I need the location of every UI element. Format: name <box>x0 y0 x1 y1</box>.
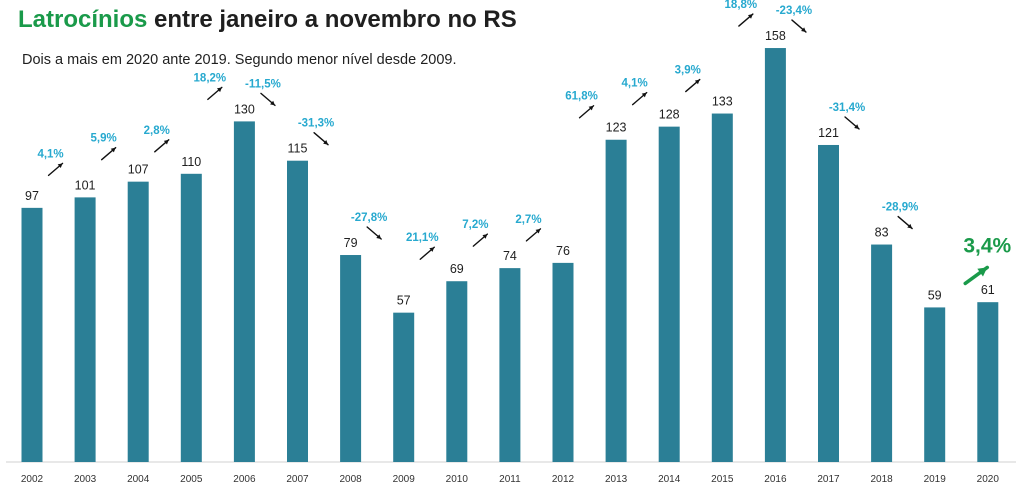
x-tick-label: 2011 <box>499 474 521 485</box>
bar <box>818 144 839 463</box>
value-label: 76 <box>556 244 570 258</box>
bar <box>977 302 999 462</box>
value-label: 158 <box>765 29 786 43</box>
value-label: 101 <box>75 178 96 192</box>
x-tick-label: 2013 <box>605 474 628 485</box>
trend-arrow-head <box>163 139 169 145</box>
bar <box>233 121 255 463</box>
trend-arrow-head <box>482 234 488 239</box>
value-label: 97 <box>25 189 39 203</box>
bar <box>499 268 521 462</box>
value-label: 121 <box>818 126 839 140</box>
x-tick-label: 2006 <box>233 474 256 485</box>
change-label: -27,8% <box>351 212 387 224</box>
x-tick-label: 2016 <box>764 474 787 485</box>
value-label: 59 <box>928 288 942 302</box>
value-label: 57 <box>397 294 411 308</box>
x-tick-label: 2004 <box>127 474 150 485</box>
bar <box>711 113 733 462</box>
change-label: -23,4% <box>776 5 812 17</box>
trend-arrow-head <box>323 140 329 145</box>
x-tick-label: 2017 <box>817 474 840 485</box>
trend-arrow-head <box>801 27 806 33</box>
change-label: 4,1% <box>37 148 63 160</box>
bar <box>446 281 468 462</box>
change-label: 7,2% <box>462 219 488 231</box>
change-label: 2,8% <box>144 125 170 137</box>
bar <box>21 207 43 462</box>
x-tick-label: 2012 <box>552 474 575 485</box>
bar <box>552 262 574 462</box>
trend-arrow-head <box>588 105 594 111</box>
title-rest: entre janeiro a novembro no RS <box>147 6 517 33</box>
bar <box>340 255 362 462</box>
value-label: 115 <box>288 142 308 156</box>
value-label: 110 <box>181 155 201 169</box>
x-tick-label: 2020 <box>977 474 1000 485</box>
trend-arrow-head <box>216 87 222 93</box>
change-label: 3,9% <box>675 65 701 77</box>
trend-arrow-head <box>535 228 541 234</box>
x-tick-label: 2007 <box>286 474 309 485</box>
trend-arrow-head <box>747 14 753 19</box>
change-label: -31,4% <box>829 102 865 114</box>
x-tick-label: 2008 <box>339 474 362 485</box>
chart-title: Latrocínios entre janeiro a novembro no … <box>18 6 517 34</box>
value-label: 83 <box>875 226 889 240</box>
x-tick-label: 2014 <box>658 474 681 485</box>
bar <box>764 48 786 462</box>
bar <box>605 139 627 463</box>
x-tick-label: 2010 <box>446 474 469 485</box>
bar <box>871 244 893 462</box>
value-label: 69 <box>450 262 464 276</box>
change-label: 21,1% <box>406 232 439 244</box>
trend-arrow-head <box>376 234 382 240</box>
value-label: 128 <box>659 108 680 122</box>
bar <box>658 126 680 462</box>
change-label: -31,3% <box>298 118 334 130</box>
value-label: 130 <box>234 102 255 116</box>
x-tick-label: 2003 <box>74 474 97 485</box>
bar <box>287 160 308 462</box>
bar <box>74 197 96 462</box>
x-tick-label: 2019 <box>924 474 947 485</box>
title-highlight: Latrocínios <box>18 6 148 33</box>
trend-arrow-head <box>57 163 63 169</box>
x-tick-label: 2005 <box>180 474 203 485</box>
change-label: 18,8% <box>725 0 758 11</box>
value-label: 123 <box>606 121 627 135</box>
trend-arrow-head <box>270 100 275 106</box>
change-label: 4,1% <box>622 78 648 90</box>
bar <box>127 181 149 462</box>
value-label: 74 <box>503 249 517 263</box>
trend-arrow-head <box>907 223 913 229</box>
trend-arrow-head <box>641 92 647 98</box>
trend-arrow-highlight-head <box>977 267 988 277</box>
bar <box>924 307 946 462</box>
x-tick-label: 2018 <box>870 474 893 485</box>
bar <box>393 312 415 462</box>
bar <box>180 173 202 463</box>
x-tick-label: 2015 <box>711 474 734 485</box>
change-label-highlight: 3,4% <box>963 234 1011 257</box>
value-label: 107 <box>128 163 149 177</box>
change-label: 2,7% <box>515 214 541 226</box>
change-label: 61,8% <box>565 91 598 103</box>
value-label: 79 <box>344 236 358 250</box>
value-label: 61 <box>981 283 995 297</box>
trend-arrow-head <box>110 147 116 153</box>
change-label: -11,5% <box>245 78 281 90</box>
trend-arrow-head <box>854 124 860 129</box>
trend-arrow-head <box>694 79 700 85</box>
change-label: 5,9% <box>91 133 117 145</box>
x-tick-label: 2009 <box>393 474 416 485</box>
change-label: -28,9% <box>882 202 918 214</box>
value-label: 133 <box>712 95 733 109</box>
x-tick-label: 2002 <box>21 474 44 485</box>
trend-arrow-head <box>429 247 435 252</box>
change-label: 18,2% <box>194 72 227 84</box>
chart-subtitle: Dois a mais em 2020 ante 2019. Segundo m… <box>22 52 457 68</box>
